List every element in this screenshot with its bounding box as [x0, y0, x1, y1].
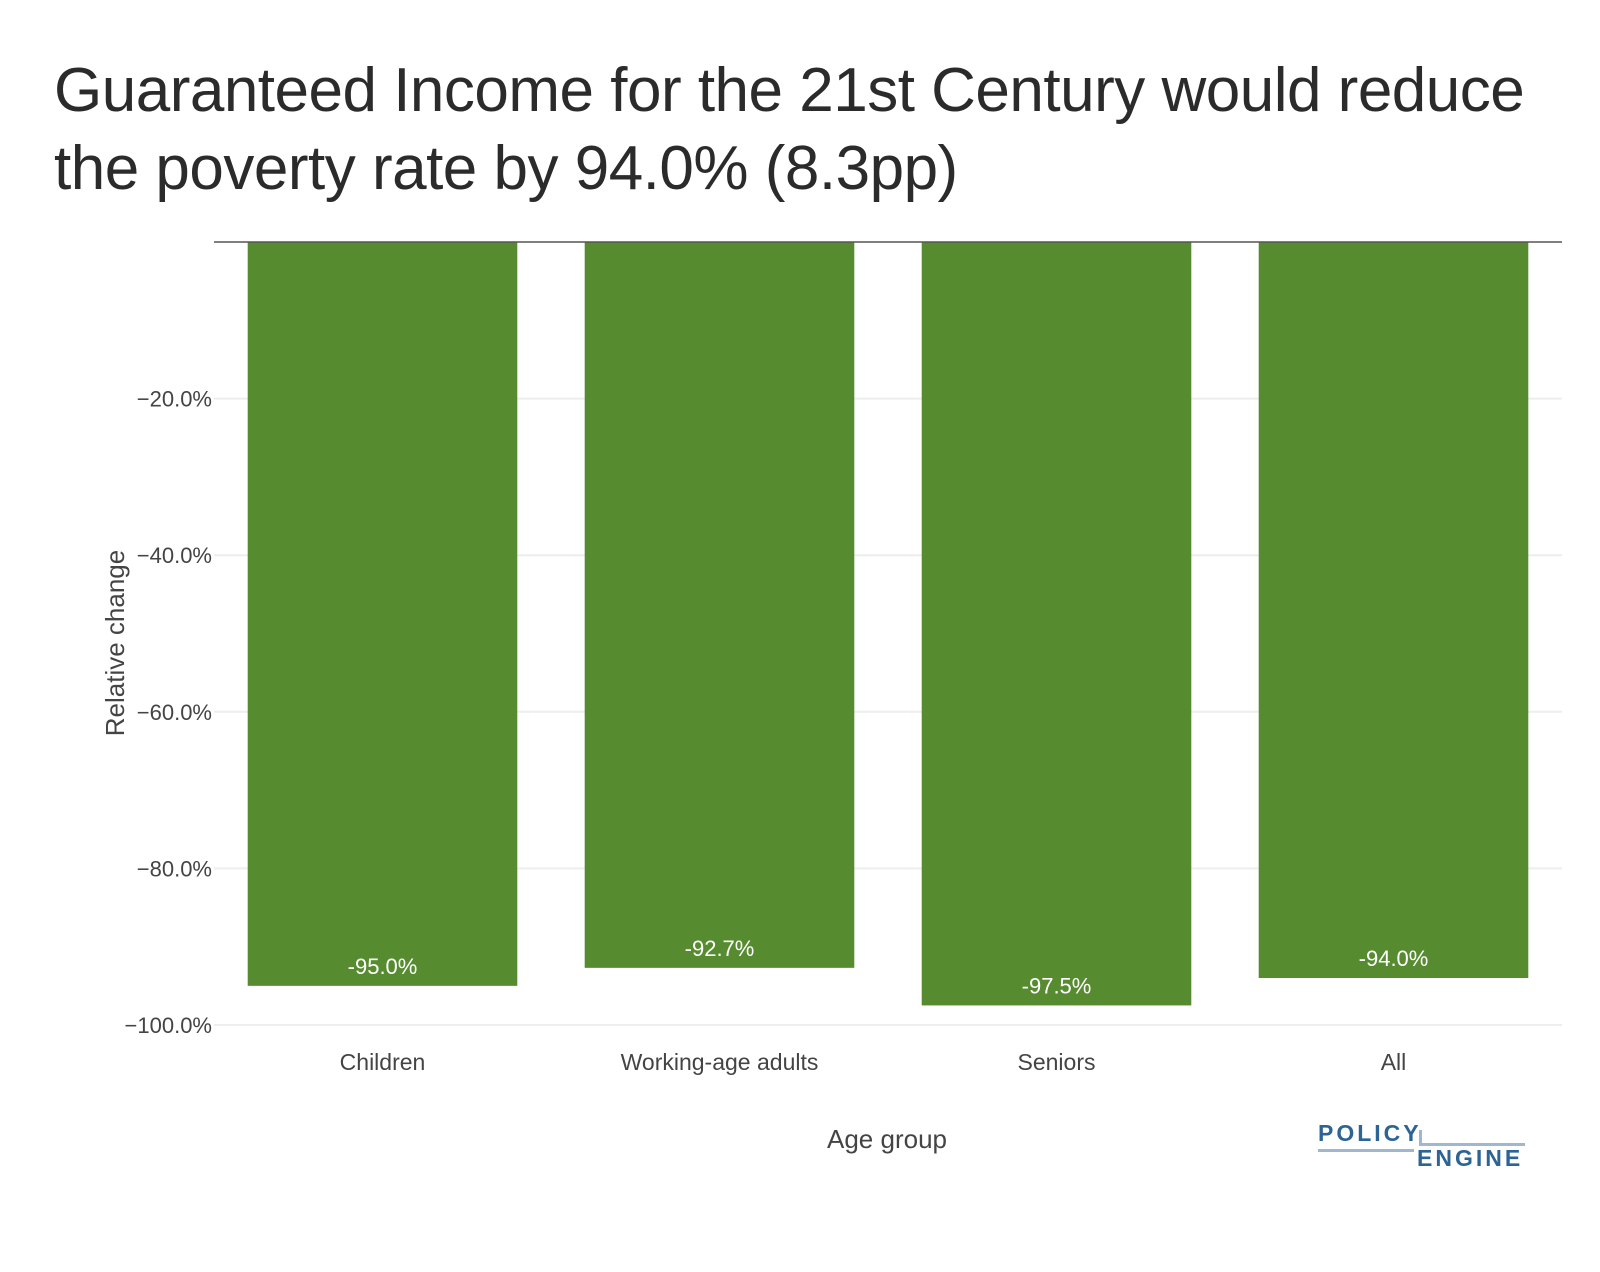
bar-working-age-adults	[584, 242, 855, 968]
bar-children	[247, 242, 518, 986]
y-tick-label: −40.0%	[137, 543, 212, 568]
y-tick-label: −100.0%	[125, 1013, 212, 1038]
logo-text-engine: ENGINE	[1417, 1145, 1524, 1171]
chart-title: Guaranteed Income for the 21st Century w…	[54, 56, 1525, 203]
bar-all	[1258, 242, 1529, 979]
y-axis-title: Relative change	[100, 550, 130, 736]
bar-data-label: -94.0%	[1359, 946, 1429, 971]
bar-data-label: -95.0%	[348, 954, 418, 979]
y-tick-label: −20.0%	[137, 387, 212, 412]
policyengine-logo: POLICY ENGINE	[1318, 1118, 1528, 1174]
bar-seniors	[921, 242, 1192, 1006]
x-tick-label: Working-age adults	[621, 1049, 819, 1075]
x-axis-ticks: Children Working-age adults Seniors All	[340, 1049, 1407, 1075]
bar-data-label: -92.7%	[685, 936, 755, 961]
data-labels: -95.0% -92.7% -97.5% -94.0%	[348, 936, 1429, 999]
logo-rule-top	[1419, 1130, 1422, 1146]
logo-text-policy: POLICY	[1318, 1120, 1422, 1146]
x-tick-label: Seniors	[1018, 1049, 1096, 1075]
y-tick-label: −80.0%	[137, 856, 212, 881]
x-tick-label: Children	[340, 1049, 426, 1075]
bars	[247, 242, 1529, 1006]
bar-data-label: -97.5%	[1022, 973, 1092, 998]
x-tick-label: All	[1381, 1049, 1407, 1075]
y-axis-ticks: −20.0% −40.0% −60.0% −80.0% −100.0%	[125, 387, 212, 1038]
logo-rule-left	[1318, 1149, 1414, 1152]
x-axis-title: Age group	[827, 1124, 947, 1154]
logo-rule-mid	[1419, 1143, 1525, 1146]
y-tick-label: −60.0%	[137, 700, 212, 725]
